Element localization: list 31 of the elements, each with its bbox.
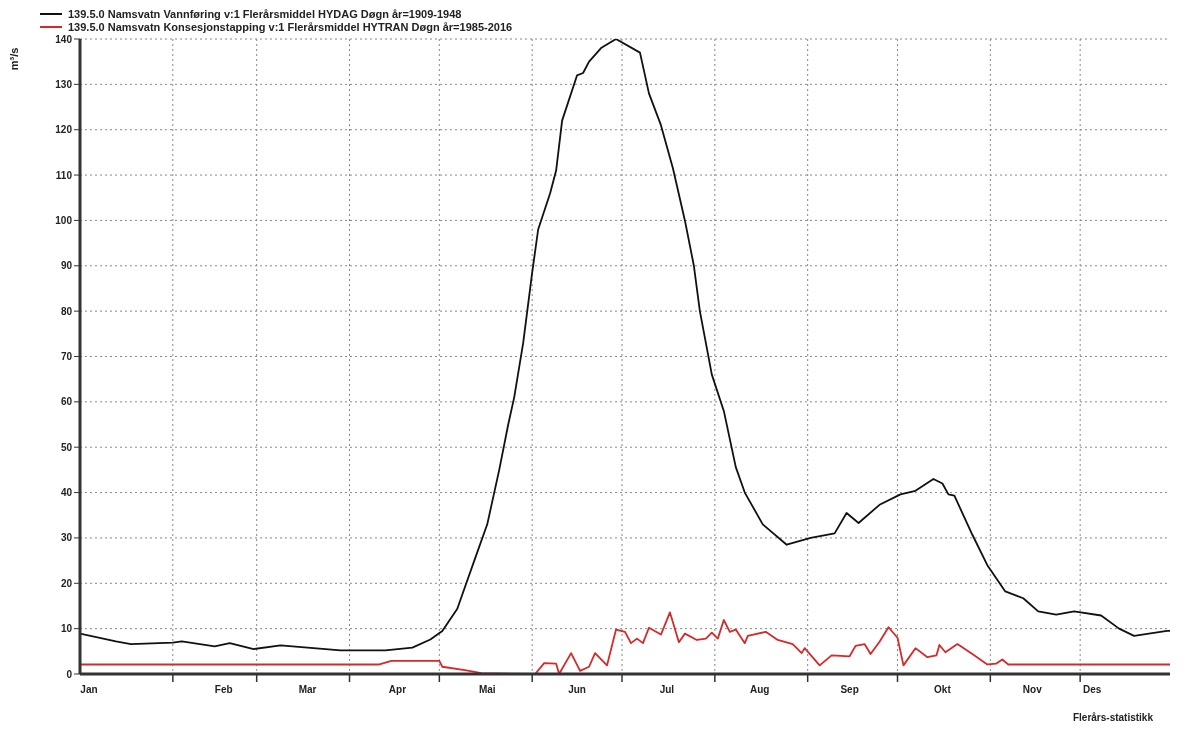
- y-tick-label: 40: [60, 487, 73, 499]
- legend-label: 139.5.0 Namsvatn Vannføring v:1 Flerårsmiddel HYDAG Døgn år=1909-1948: [68, 8, 462, 20]
- x-tick-label: Okt: [934, 684, 952, 696]
- y-tick-label: 80: [60, 305, 73, 317]
- y-axis-title: m³/s: [8, 47, 20, 71]
- y-tick-label: 20: [60, 577, 73, 589]
- x-tick-label: Jul: [659, 684, 675, 696]
- y-tick-label: 70: [60, 351, 73, 363]
- y-tick-label: 140: [55, 33, 73, 45]
- text: Flerårs-statistikk: [1072, 712, 1153, 723]
- y-tick-label: 100: [55, 214, 73, 226]
- y-tick-label: 120: [55, 124, 73, 136]
- x-tick-label: Jan: [80, 684, 98, 696]
- x-tick-label: Mai: [478, 684, 496, 696]
- legend-label: 139.5.0 Namsvatn Konsesjonstapping v:1 Flerårsmiddel HYTRAN Døgn år=1985-2016: [68, 21, 513, 33]
- x-tick-label: Apr: [388, 684, 407, 696]
- y-tick-label: 110: [55, 169, 73, 181]
- x-tick-label: Mar: [298, 684, 317, 696]
- x-tick-label: Nov: [1022, 684, 1043, 696]
- x-tick-label: Feb: [214, 684, 233, 696]
- y-tick-label: 30: [60, 532, 73, 544]
- y-tick-label: 60: [60, 396, 73, 408]
- y-tick-label: 0: [66, 668, 73, 680]
- y-tick-label: 50: [60, 441, 73, 453]
- y-tick-label: 90: [60, 260, 73, 272]
- x-tick-label: Des: [1082, 684, 1102, 696]
- x-tick-label: Aug: [750, 684, 770, 696]
- x-tick-label: Jun: [568, 684, 586, 696]
- y-tick-label: 130: [55, 78, 73, 90]
- x-tick-label: Sep: [840, 684, 859, 696]
- y-tick-label: 10: [60, 623, 73, 635]
